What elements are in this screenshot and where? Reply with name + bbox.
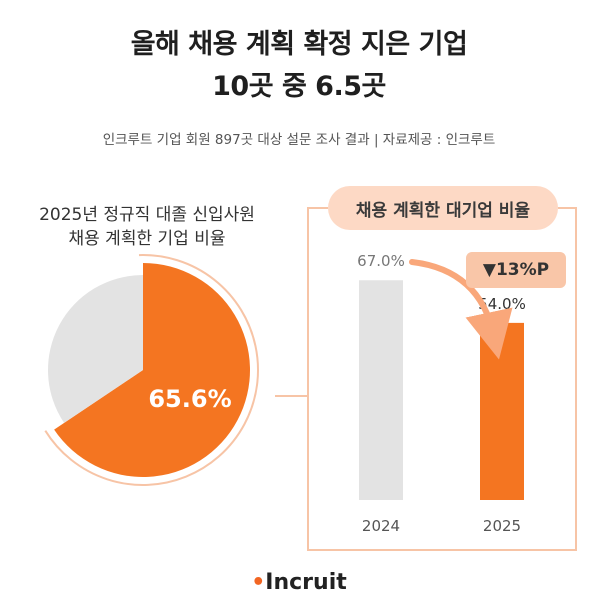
logo-mark-icon: • xyxy=(251,570,266,595)
pie-chart-title-line2: 채용 계획한 기업 비율 xyxy=(68,229,226,249)
bar-2025 xyxy=(480,322,524,500)
bar-2024 xyxy=(359,280,403,500)
bar-chart-title: 채용 계획한 대기업 비율 xyxy=(328,186,558,230)
pie-slice-planned xyxy=(54,263,251,477)
page-title-line1: 올해 채용 계획 확정 지은 기업 xyxy=(130,29,468,60)
bar-value-label-2024: 67.0% xyxy=(357,252,405,270)
pie-outer-arc xyxy=(44,254,259,486)
pie-chart xyxy=(47,263,251,477)
page-subtitle: 인크루트 기업 회원 897곳 대상 설문 조사 결과 | 자료제공 : 인크루… xyxy=(102,132,496,148)
bar-category-label-2025: 2025 xyxy=(483,517,521,535)
incruit-logo: •Incruit xyxy=(251,570,347,595)
delta-badge: ▼13%P xyxy=(466,252,566,288)
page-title-line2: 10곳 중 6.5곳 xyxy=(212,71,386,102)
connector-line xyxy=(275,207,577,551)
pie-value-label: 65.6% xyxy=(148,385,231,413)
bar-category-label-2024: 2024 xyxy=(362,517,400,535)
pie-slice-other xyxy=(47,275,143,423)
pie-chart-title-line1: 2025년 정규직 대졸 신입사원 xyxy=(39,205,255,225)
